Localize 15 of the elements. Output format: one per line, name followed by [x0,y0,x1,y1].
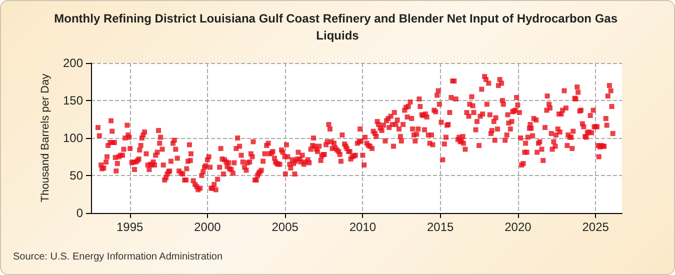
x-tick-label: 2015 [426,220,454,234]
y-tick-label: 100 [62,131,84,145]
y-tick-label: 0 [76,206,84,220]
x-tick-label: 2025 [582,220,610,234]
chart-title: Monthly Refining District Louisiana Gulf Coast Refinery and Blender Net Input of Hydrocarbon Gas Liquids [54,12,621,42]
x-tick-label: 2020 [504,220,532,234]
y-tick-label: 150 [62,94,84,108]
x-tick-label: 2010 [349,220,376,234]
x-tick-label: 2005 [272,220,299,234]
y-tick-label: 200 [62,56,84,70]
x-tick-label: 1995 [116,220,144,234]
source-note: Source: U.S. Energy Information Administration [13,252,223,262]
x-tick-label: 2000 [194,220,222,234]
y-tick-label: 50 [70,168,84,182]
y-axis-title: Thousand Barrels per Day [40,73,52,202]
